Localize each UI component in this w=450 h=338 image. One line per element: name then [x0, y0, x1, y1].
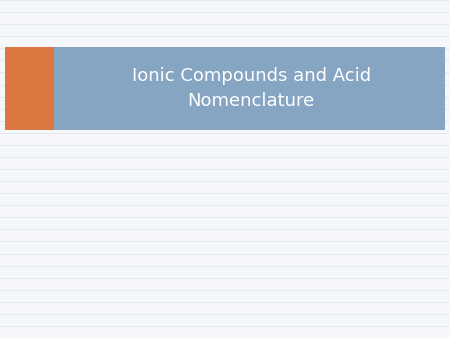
Bar	[4, 47, 54, 130]
Text: Ionic Compounds and Acid
Nomenclature: Ionic Compounds and Acid Nomenclature	[131, 67, 371, 111]
Bar	[54, 47, 445, 130]
